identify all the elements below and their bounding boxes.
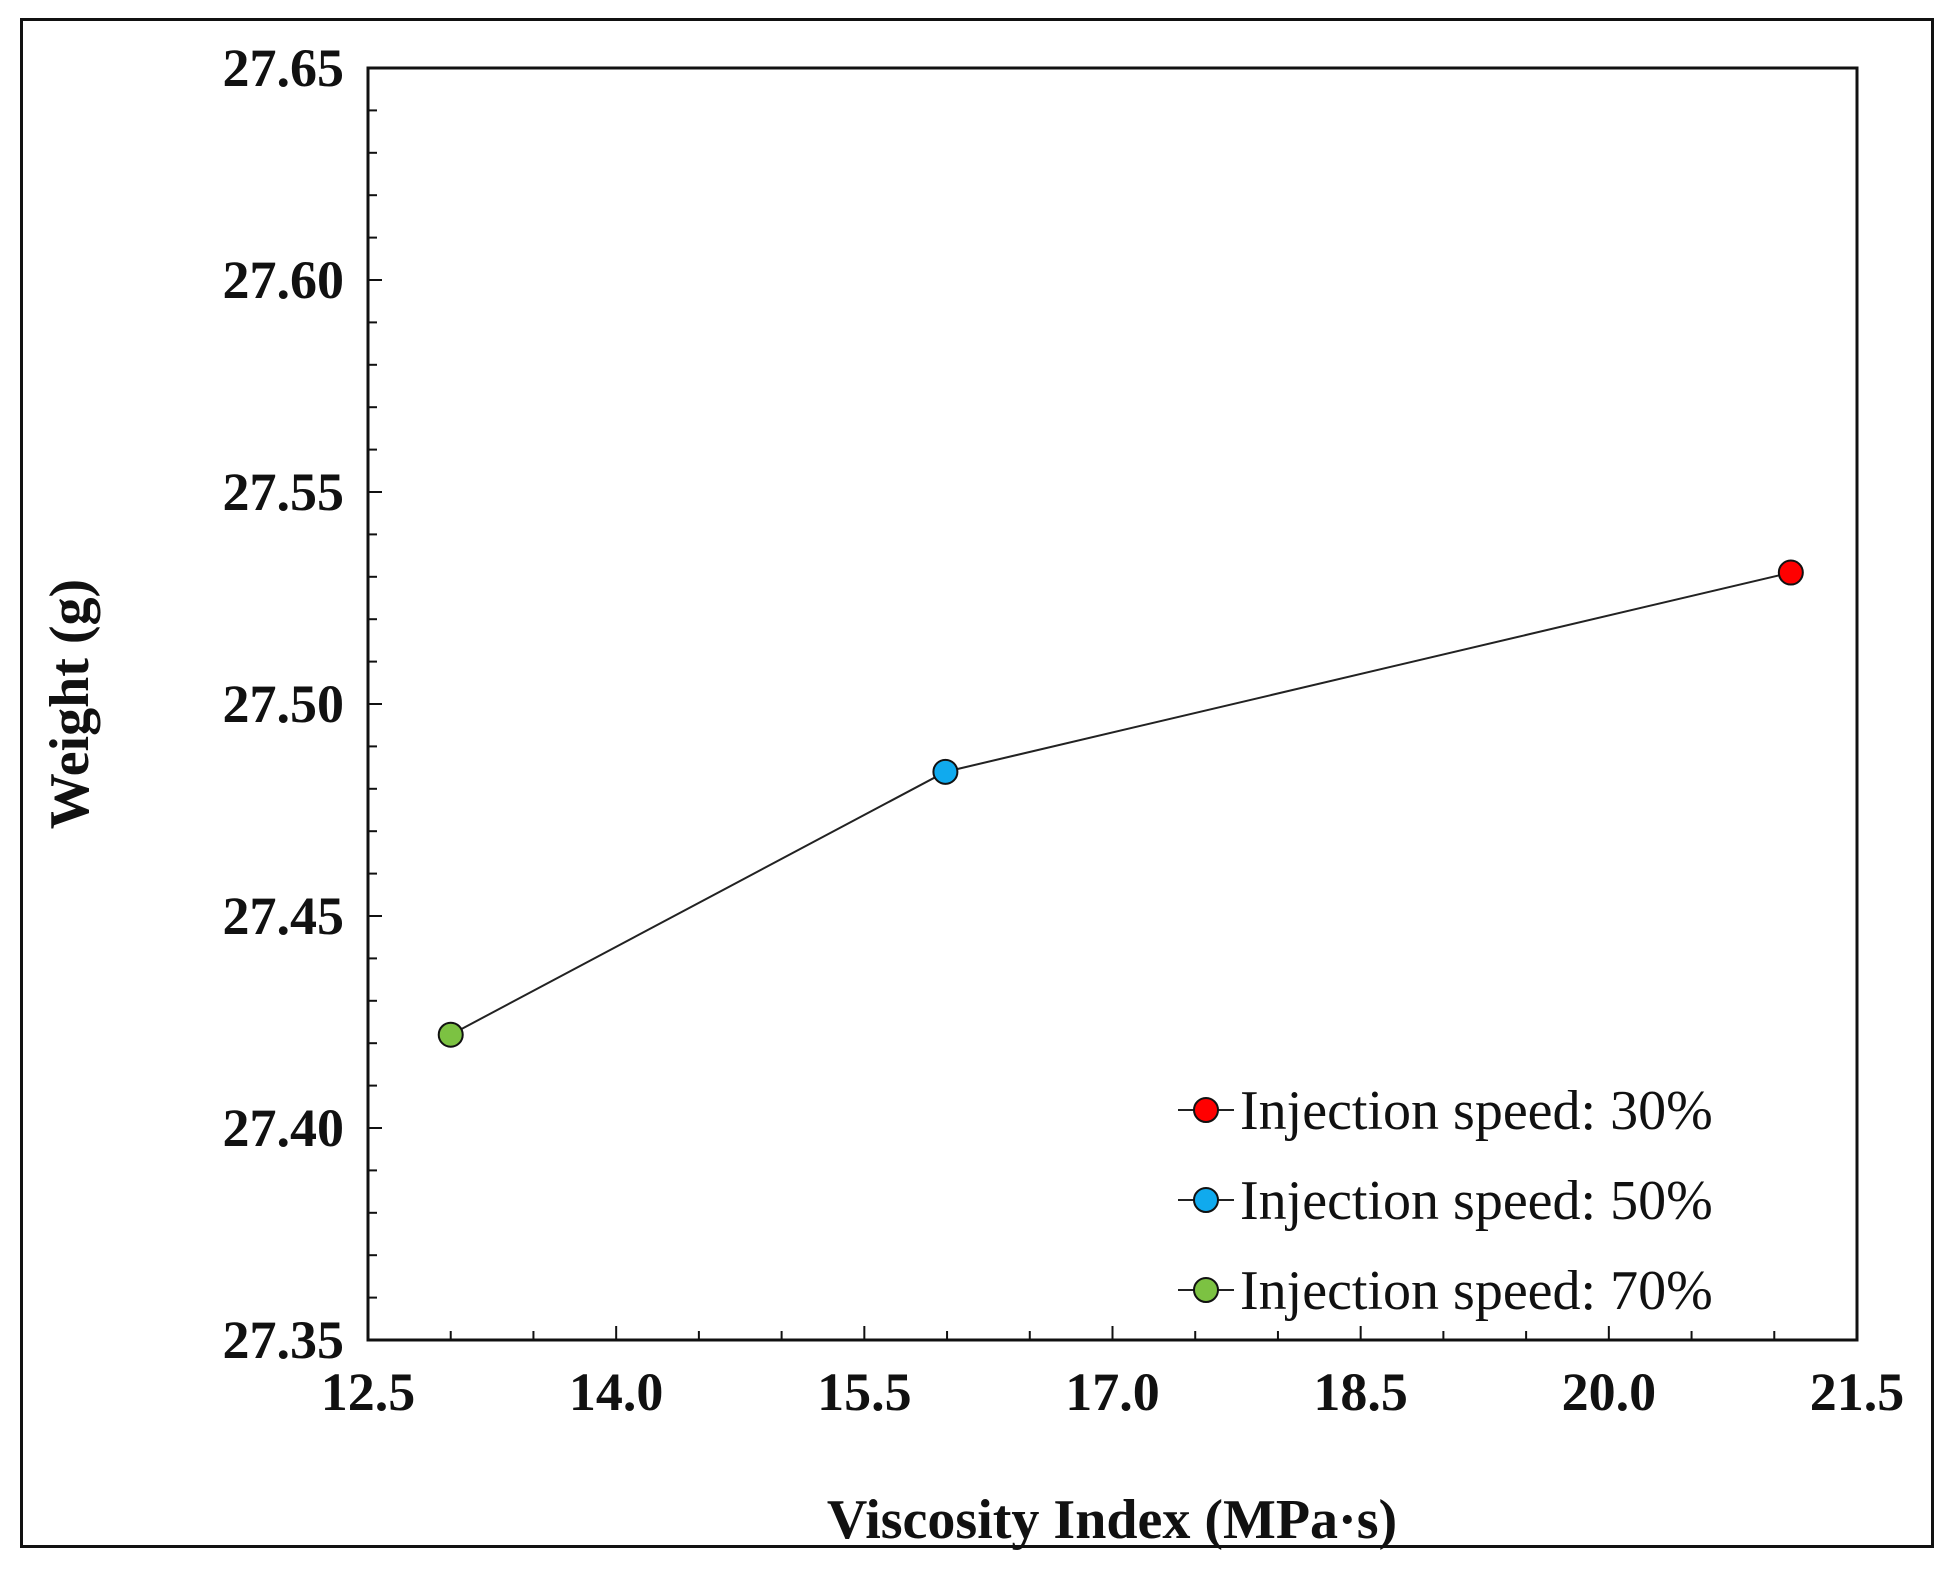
x-axis-ticks <box>367 1326 1858 1340</box>
legend-label: Injection speed: 50% <box>1240 1170 1713 1232</box>
y-tick-label: 27.40 <box>223 1098 345 1158</box>
x-tick-label: 21.5 <box>1810 1362 1905 1422</box>
x-axis-title: Viscosity Index (MPa·s) <box>827 1489 1397 1551</box>
x-tick-label: 14.0 <box>569 1362 664 1422</box>
y-axis-ticks <box>368 67 382 1341</box>
data-points <box>437 559 1804 1048</box>
plot-area <box>366 66 1859 1342</box>
series-line-group <box>450 571 1792 1036</box>
data-point <box>437 1021 464 1048</box>
y-tick-label: 27.50 <box>223 674 345 734</box>
x-tick-label: 17.0 <box>1065 1362 1160 1422</box>
y-tick-label: 27.65 <box>223 38 345 98</box>
y-tick-label: 27.45 <box>223 886 345 946</box>
legend-marker <box>1193 1277 1219 1303</box>
legend-marker <box>1193 1097 1219 1123</box>
y-tick-label: 27.60 <box>223 250 345 310</box>
legend-label: Injection speed: 70% <box>1240 1260 1713 1322</box>
x-tick-label: 20.0 <box>1562 1362 1657 1422</box>
x-tick-label: 15.5 <box>817 1362 912 1422</box>
y-tick-label: 27.55 <box>223 462 345 522</box>
data-point <box>932 758 959 785</box>
series-line <box>450 571 1792 1036</box>
x-tick-label: 18.5 <box>1313 1362 1408 1422</box>
x-tick-label: 12.5 <box>321 1362 416 1422</box>
x-axis-tick-labels: 12.5 14.0 15.5 17.0 18.5 20.0 21.5 <box>321 1362 1905 1422</box>
y-axis-title: Weight (g) <box>39 579 101 829</box>
legend-marker <box>1193 1187 1219 1213</box>
legend-label: Injection speed: 30% <box>1240 1080 1713 1142</box>
y-tick-label: 27.35 <box>223 1310 345 1370</box>
figure-frame <box>20 18 1934 1548</box>
y-axis-tick-labels: 27.35 27.40 27.45 27.50 27.55 27.60 27.65 <box>223 38 345 1370</box>
data-point <box>1777 559 1804 586</box>
legend: Injection speed: 30% Injection speed: 50%… <box>1178 1080 1713 1322</box>
